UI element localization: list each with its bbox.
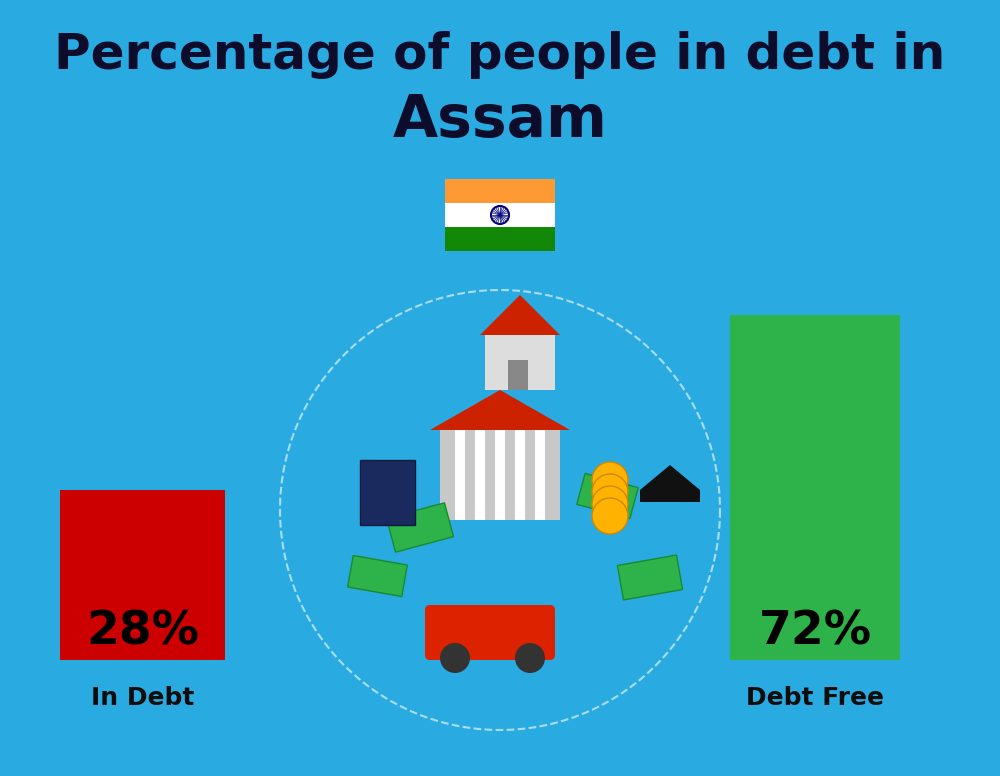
- Circle shape: [592, 474, 628, 510]
- Circle shape: [592, 462, 628, 498]
- FancyBboxPatch shape: [577, 473, 638, 518]
- Polygon shape: [640, 465, 700, 490]
- Bar: [445, 227, 555, 251]
- Circle shape: [592, 498, 628, 534]
- Polygon shape: [430, 390, 570, 430]
- Bar: [640, 490, 700, 502]
- Text: Percentage of people in debt in: Percentage of people in debt in: [54, 31, 946, 79]
- FancyBboxPatch shape: [617, 555, 683, 600]
- Bar: [475, 430, 485, 520]
- Bar: [440, 430, 560, 520]
- Circle shape: [440, 643, 470, 673]
- Bar: [515, 430, 525, 520]
- FancyBboxPatch shape: [425, 605, 555, 660]
- Text: Assam: Assam: [393, 92, 607, 148]
- Bar: [535, 430, 545, 520]
- FancyBboxPatch shape: [386, 503, 454, 553]
- Bar: [445, 203, 555, 227]
- Text: Debt Free: Debt Free: [746, 686, 884, 710]
- Text: 72%: 72%: [758, 609, 872, 654]
- Text: 28%: 28%: [86, 609, 199, 654]
- Circle shape: [515, 643, 545, 673]
- Bar: [495, 430, 505, 520]
- Bar: [445, 179, 555, 203]
- Bar: [360, 460, 415, 525]
- Bar: [60, 490, 225, 660]
- Bar: [485, 335, 555, 390]
- FancyBboxPatch shape: [348, 556, 407, 597]
- Bar: [455, 430, 465, 520]
- Circle shape: [592, 486, 628, 522]
- Bar: [508, 360, 528, 390]
- Polygon shape: [480, 295, 560, 335]
- Text: In Debt: In Debt: [91, 686, 194, 710]
- Bar: [730, 315, 900, 660]
